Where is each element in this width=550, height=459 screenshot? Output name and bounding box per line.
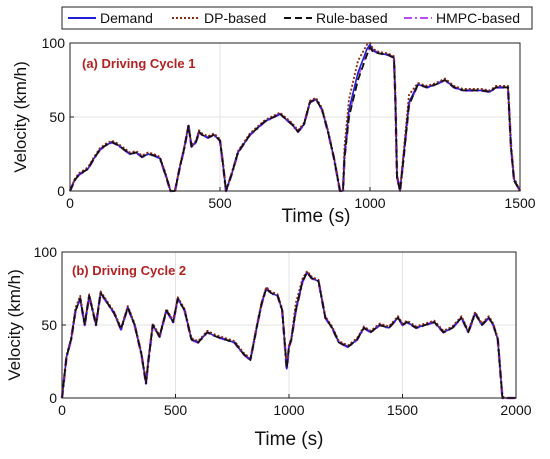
panel-a-ytick-label: 50	[49, 109, 65, 125]
panel-b-xtick-label: 0	[58, 402, 66, 418]
panel-a-xlabel: Time (s)	[282, 206, 351, 227]
panel-b-ytick-label: 50	[41, 317, 57, 333]
panel-b-ytick-label: 0	[49, 390, 57, 406]
panel-a-ytick-label: 0	[57, 183, 65, 199]
panel-b-xtick-label: 500	[164, 402, 188, 418]
legend-label-dp-based: DP-based	[204, 10, 266, 26]
legend-entry-rule-based: Rule-based	[284, 10, 388, 26]
panel-b-xtick-label: 1000	[273, 402, 304, 418]
panel-a-xtick-label: 500	[208, 195, 232, 211]
chart-panel-a: 0 500 1000 1500 0 50 100 (a) Driving Cycle 1 T…	[11, 35, 536, 227]
panel-a-series-demand	[69, 43, 521, 192]
legend-entry-demand: Demand	[68, 10, 153, 26]
panel-a-annotation: (a) Driving Cycle 1	[82, 56, 195, 71]
panel-a-xtick-label: 0	[66, 195, 74, 211]
panel-b-ylabel: Velocity (km/h)	[5, 269, 24, 380]
chart-panel-b: 0 500 1000 1500 2000 0 50 100 (b) Driving Cycle…	[5, 244, 532, 450]
legend-label-rule-based: Rule-based	[316, 10, 388, 26]
panel-b-xtick-label: 1500	[387, 402, 418, 418]
panel-a-xtick-label: 1000	[354, 195, 385, 211]
panel-a-ytick-label: 100	[42, 35, 66, 51]
panel-b-series-rule-based	[61, 271, 516, 399]
panel-a-xtick-label: 1500	[504, 195, 535, 211]
legend-label-demand: Demand	[100, 10, 153, 26]
panel-b-annotation: (b) Driving Cycle 2	[72, 263, 186, 278]
panel-a-ylabel: Velocity (km/h)	[11, 61, 30, 172]
legend: Demand DP-based Rule-based HMPC-based	[61, 6, 533, 30]
panel-b-ytick-label: 100	[34, 244, 58, 260]
legend-label-hmpc-based: HMPC-based	[436, 10, 520, 26]
legend-entry-hmpc-based: HMPC-based	[404, 10, 520, 26]
panel-b-xlabel: Time (s)	[255, 429, 324, 450]
panel-b-xtick-label: 2000	[500, 402, 531, 418]
legend-entry-dp-based: DP-based	[172, 10, 266, 26]
